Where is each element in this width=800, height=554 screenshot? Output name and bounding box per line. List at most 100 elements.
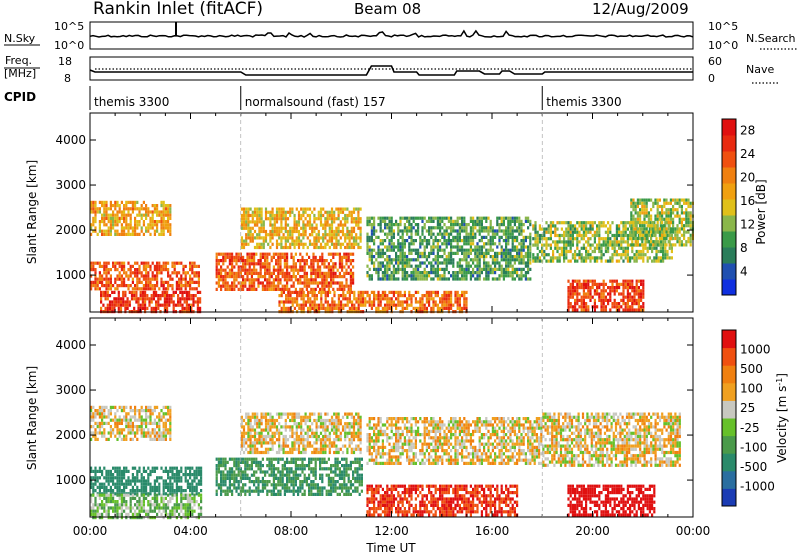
heatmap-cell (381, 248, 384, 252)
heatmap-cell (131, 415, 134, 419)
heatmap-cell (349, 252, 352, 256)
heatmap-cell (585, 305, 588, 309)
heatmap-cell (320, 294, 323, 298)
heatmap-cell (596, 230, 599, 234)
heatmap-cell (567, 233, 570, 238)
heatmap-cell (118, 220, 121, 224)
heatmap-cell (379, 261, 382, 265)
heatmap-cell (436, 258, 439, 262)
heatmap-cell (123, 482, 126, 486)
heatmap-cell (636, 201, 639, 205)
heatmap-cell (454, 294, 457, 298)
heatmap-cell (315, 306, 318, 310)
heatmap-cell (169, 232, 172, 236)
heatmap-cell (593, 256, 596, 260)
heatmap-cell (664, 240, 667, 244)
heatmap-cell (118, 469, 121, 473)
heatmap-cell (158, 271, 161, 275)
heatmap-cell (162, 479, 165, 483)
heatmap-cell (408, 290, 411, 294)
heatmap-cell (465, 223, 468, 227)
heatmap-cell (390, 303, 393, 307)
heatmap-cell (518, 232, 521, 236)
heatmap-cell (421, 297, 424, 301)
heatmap-cell (180, 280, 183, 284)
heatmap-cell (275, 284, 278, 288)
heatmap-cell (138, 271, 141, 275)
heatmap-cell (277, 265, 280, 269)
heatmap-cell (332, 278, 335, 282)
heatmap-cell (291, 229, 294, 234)
heatmap-cell (167, 412, 170, 416)
heatmap-cell (138, 210, 141, 214)
heatmap-cell (390, 223, 393, 227)
heatmap-cell (334, 281, 337, 285)
heatmap-cell (114, 485, 117, 489)
heatmap-cell (469, 264, 472, 268)
heatmap-cell (359, 236, 362, 240)
heatmap-cell (314, 271, 317, 275)
heatmap-cell (90, 207, 93, 211)
heatmap-cell (687, 214, 690, 218)
heatmap-cell (246, 271, 249, 275)
heatmap-cell (390, 219, 393, 223)
heatmap-cell (631, 302, 634, 306)
heatmap-cell (341, 226, 345, 230)
heatmap-cell (142, 476, 145, 480)
heatmap-cell (661, 211, 664, 215)
heatmap-cell (253, 255, 256, 259)
freq-left-label-2: [MHz] (4, 67, 36, 80)
heatmap-cell (622, 282, 625, 286)
heatmap-cell (248, 284, 251, 288)
heatmap-cell (500, 248, 503, 252)
heatmap-cell (417, 277, 420, 281)
heatmap-cell (114, 264, 117, 268)
heatmap-cell (341, 287, 344, 291)
heatmap-cell (536, 230, 539, 234)
heatmap-cell (558, 259, 561, 263)
heatmap-cell (377, 274, 380, 278)
heatmap-cell (118, 418, 121, 422)
heatmap-cell (509, 232, 512, 236)
heatmap-cell (322, 213, 325, 218)
heatmap-cell (344, 207, 347, 211)
heatmap-cell (390, 297, 393, 301)
heatmap-cell (162, 264, 165, 268)
heatmap-cell (152, 297, 155, 301)
heatmap-cell (127, 412, 130, 416)
heatmap-cell (145, 479, 148, 483)
heatmap-cell (308, 278, 311, 282)
heatmap-cell (185, 306, 188, 310)
heatmap-cell (109, 284, 112, 288)
heatmap-cell (144, 290, 147, 294)
heatmap-cell (392, 267, 395, 271)
heatmap-cell (656, 214, 659, 218)
heatmap-cell (498, 216, 501, 220)
heatmap-cell (116, 213, 119, 217)
heatmap-cell (414, 306, 417, 310)
heatmap-cell (277, 271, 280, 275)
heatmap-cell (469, 239, 472, 243)
heatmap-cell (355, 223, 358, 227)
heatmap-cell (162, 207, 165, 211)
heatmap-cell (118, 204, 121, 208)
heatmap-cell (373, 290, 376, 294)
heatmap-cell (156, 437, 159, 441)
heatmap-cell (140, 274, 143, 278)
heatmap-cell (618, 259, 621, 263)
heatmap-cell (647, 220, 650, 225)
heatmap-cell (292, 284, 295, 288)
heatmap-cell (177, 303, 180, 307)
heatmap-cell (478, 261, 481, 265)
heatmap-cell (384, 232, 387, 236)
heatmap-cell (275, 207, 279, 211)
heatmap-cell (300, 294, 303, 298)
heatmap-cell (148, 300, 151, 304)
heatmap-cell (231, 262, 234, 266)
heatmap-cell (680, 243, 683, 247)
heatmap-cell (300, 233, 303, 237)
heatmap-cell (485, 219, 488, 223)
heatmap-cell (101, 264, 104, 268)
heatmap-cell (145, 210, 148, 214)
heatmap-cell (323, 284, 326, 288)
